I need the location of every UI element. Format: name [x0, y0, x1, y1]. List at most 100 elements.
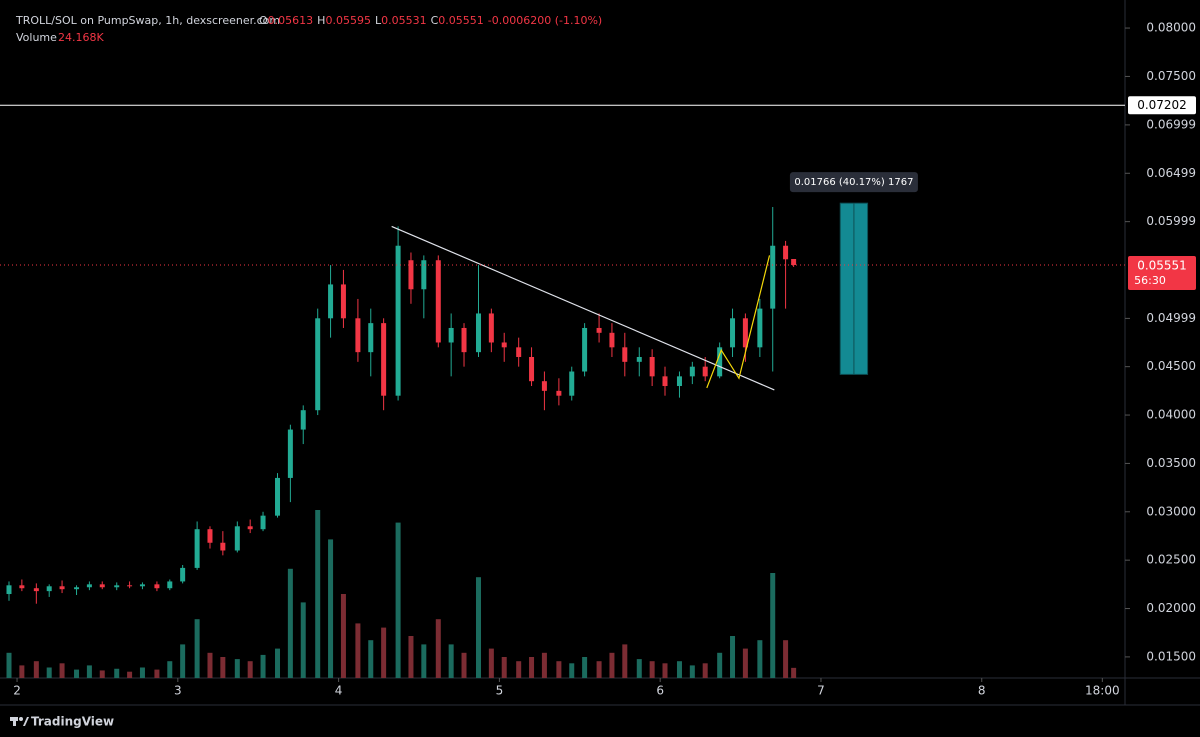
candle-body — [448, 327, 454, 343]
candle-body — [234, 526, 240, 551]
volume-bar — [529, 657, 535, 678]
volume-bar — [395, 522, 401, 678]
volume-bar — [355, 623, 361, 678]
candle-body — [662, 376, 668, 387]
candle-body — [260, 515, 266, 530]
volume-bar — [167, 661, 173, 678]
candle-body — [596, 327, 602, 333]
volume-bar — [74, 669, 80, 678]
volume-bar — [662, 663, 668, 678]
candle-body — [516, 347, 522, 357]
volume-bar — [154, 669, 160, 678]
volume-bar — [676, 661, 682, 678]
volume-bar — [501, 657, 507, 678]
candle-body — [6, 585, 12, 595]
candle-body — [475, 313, 481, 353]
candle-body — [488, 313, 494, 343]
volume-bar — [139, 667, 145, 678]
y-tick-label: 0.04000 — [1146, 408, 1196, 422]
candle-body — [127, 585, 133, 587]
volume-bar — [435, 619, 441, 678]
ohlc-key: L — [375, 14, 382, 27]
ohlc-value: 0.05531 — [381, 14, 427, 27]
trendline — [391, 225, 775, 391]
candle-body — [770, 245, 776, 309]
volume-bar — [46, 667, 52, 678]
volume-bar — [86, 665, 92, 678]
volume-bar — [783, 640, 789, 678]
candle-body — [99, 584, 105, 588]
y-tick-label: 0.03500 — [1146, 456, 1196, 470]
volume-bar — [730, 636, 736, 678]
candle-body — [114, 585, 120, 588]
volume-bar — [300, 602, 306, 678]
candle-body — [609, 332, 615, 348]
volume-bar — [556, 661, 562, 678]
candle-body — [395, 245, 401, 396]
volume-name: Volume — [16, 31, 57, 44]
ohlc-value: 0.05551 — [438, 14, 484, 27]
x-tick-label: 7 — [817, 684, 825, 698]
zigzag — [706, 255, 771, 389]
overlay: 0.01766 (40.17%) 1767 — [0, 104, 1125, 391]
volume-bar — [609, 652, 615, 678]
y-tick-label: 0.05999 — [1146, 214, 1196, 228]
candle-body — [275, 477, 281, 516]
volume-bar — [742, 648, 748, 678]
y-tick-label: 0.07500 — [1146, 69, 1196, 83]
volume-bar — [260, 654, 266, 678]
candle-body — [783, 245, 789, 260]
candle-body — [46, 586, 52, 592]
candle-body — [730, 318, 736, 348]
volume-bar — [220, 657, 226, 678]
candle-body — [59, 586, 65, 590]
volume-bar — [328, 539, 334, 678]
last-price-label: 0.05551 — [1137, 258, 1187, 272]
volume-bar — [247, 661, 253, 678]
x-tick-label: 5 — [496, 684, 504, 698]
candle-body — [381, 323, 387, 396]
y-tick-label: 0.06499 — [1146, 166, 1196, 180]
ohlc-key: O — [259, 14, 268, 27]
ohlc-key: H — [317, 14, 325, 27]
volume-bar — [596, 661, 602, 678]
candle-body — [435, 260, 441, 343]
ohlc-value: 0.05613 — [268, 14, 314, 27]
logo: TradingView — [10, 715, 114, 729]
volume-bar — [649, 661, 655, 678]
candle-body — [300, 410, 306, 430]
x-tick-label: 2 — [13, 684, 21, 698]
candle-body — [556, 390, 562, 396]
candle-body — [207, 529, 213, 543]
candle-body — [315, 318, 321, 411]
hline-label-box — [1128, 96, 1196, 115]
candle-body — [194, 529, 200, 568]
x-tick-label: 3 — [174, 684, 182, 698]
candle-body — [287, 429, 293, 478]
candle-body — [791, 258, 797, 265]
y-tick-label: 0.04500 — [1146, 359, 1196, 373]
candle-body — [702, 366, 708, 377]
candle-body — [649, 356, 655, 377]
candle-body — [676, 376, 682, 387]
volume-bar — [59, 663, 65, 678]
volume-bar — [381, 627, 387, 678]
volume-bar — [717, 652, 723, 678]
volume-bar — [569, 663, 575, 678]
candle-body — [247, 526, 253, 530]
x-tick-label: 8 — [978, 684, 986, 698]
volume-bar — [757, 640, 763, 678]
volume-bar — [461, 652, 467, 678]
volume-bar — [541, 652, 547, 678]
x-tick-label: 6 — [656, 684, 664, 698]
ohlc-key: C — [431, 14, 439, 27]
volume-bar — [340, 594, 346, 678]
volume-bar — [287, 568, 293, 678]
x-tick-label: 4 — [335, 684, 343, 698]
volume-bar — [488, 648, 494, 678]
volume-bar — [448, 644, 454, 678]
volume-bar — [770, 573, 776, 678]
